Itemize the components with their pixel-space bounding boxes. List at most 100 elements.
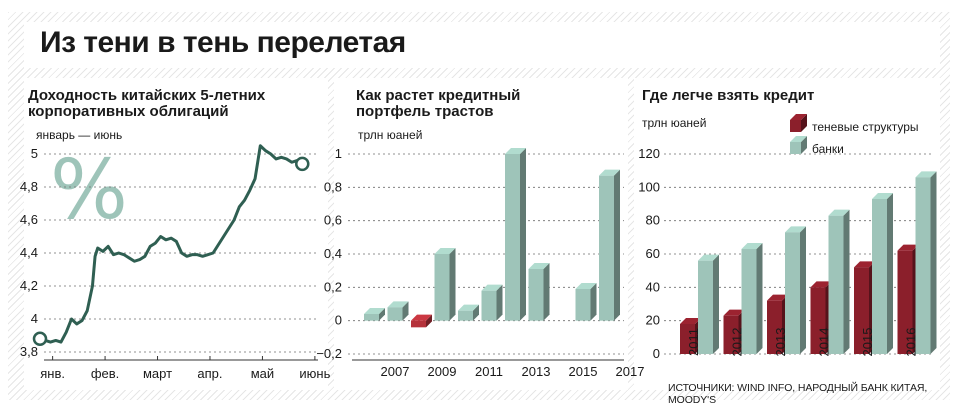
chart2-bar-top xyxy=(575,283,597,289)
chart3-x-tick: 2012 xyxy=(730,328,745,357)
chart2-bar-top xyxy=(458,304,479,311)
chart2-y-tick: 0,8 xyxy=(324,179,342,194)
chart3-y-tick: 40 xyxy=(646,279,660,294)
chart3-bar-shadow xyxy=(897,250,913,354)
chart2-bar xyxy=(481,290,497,321)
chart3-bar-banks xyxy=(785,232,800,354)
chart2-bar xyxy=(575,289,591,321)
chart1-title-line2: корпоративных облигаций xyxy=(28,103,229,120)
chart2-y-tick: 0,2 xyxy=(324,279,342,294)
main-title: Из тени в тень перелетая xyxy=(40,26,406,59)
chart1-x-tick: март xyxy=(143,366,172,381)
chart2-bar-top xyxy=(434,248,456,254)
legend-swatch-shadow-top xyxy=(790,114,807,120)
chart2-bar xyxy=(528,269,544,321)
percent-decoration: % xyxy=(50,143,128,238)
chart2-bar-top xyxy=(505,148,526,154)
chart2-bar xyxy=(505,154,520,321)
chart2-title-line2: портфель трастов xyxy=(356,103,494,120)
chart2-y-tick: 0,6 xyxy=(324,213,342,228)
chart2-bar-top xyxy=(387,301,409,308)
chart3-bar-shadow-top xyxy=(680,318,701,324)
chart2-x-tick: 2013 xyxy=(522,364,551,379)
yield-end-point xyxy=(295,156,310,172)
chart3-bar-banks-side xyxy=(887,193,893,354)
chart3-bar-banks-top xyxy=(872,193,893,199)
chart2-bar-side xyxy=(543,263,550,321)
panel-trusts xyxy=(334,78,628,390)
chart3-x-tick: 2016 xyxy=(904,328,919,357)
chart3-y-tick: 100 xyxy=(638,179,660,194)
chart3-x-tick: 2015 xyxy=(860,328,875,357)
chart3-bar-banks xyxy=(828,215,844,354)
chart1-subtitle: январь — июнь xyxy=(36,128,123,142)
legend-label-shadow: теневые структуры xyxy=(812,120,919,134)
chart2-bar-top xyxy=(599,169,620,176)
yield-start-point xyxy=(32,331,48,347)
chart1-y-tick: 4,2 xyxy=(20,278,38,293)
chart2-ylabel: трлн юаней xyxy=(358,128,423,142)
chart3-bar-banks-top xyxy=(698,254,719,261)
chart3-bar-banks xyxy=(872,199,887,354)
chart2-y-tick: 0 xyxy=(335,313,342,328)
chart3-bar-banks-top xyxy=(785,226,806,233)
chart3-bar-banks-side xyxy=(930,171,937,354)
chart2-x-tick: 2007 xyxy=(381,364,410,379)
chart2-y-tick: 1 xyxy=(335,146,342,161)
chart3-bar-shadow xyxy=(680,324,695,354)
legend-swatch-banks-top xyxy=(790,136,807,142)
chart1-y-tick: 5 xyxy=(31,146,38,161)
chart2-x-tick: 2009 xyxy=(428,364,457,379)
chart3-bar-banks-side xyxy=(713,254,719,354)
chart3-bar-shadow xyxy=(810,287,826,354)
chart1-y-tick: 4 xyxy=(31,311,38,326)
chart2-bar-top xyxy=(481,284,503,291)
yield-line xyxy=(39,144,304,344)
chart2-bar-side xyxy=(590,283,597,321)
chart3-y-tick: 80 xyxy=(646,213,660,228)
chart2-bar xyxy=(387,307,403,321)
chart3-bar-shadow-top xyxy=(897,244,919,251)
legend-swatch-shadow xyxy=(790,120,801,132)
chart2-title: Как растет кредитный портфель трастов xyxy=(356,88,520,120)
chart2-bar-side xyxy=(426,314,432,328)
chart2-x-tick: 2017 xyxy=(616,364,645,379)
chart3-x-tick: 2011 xyxy=(686,328,701,356)
chart2-bar-side xyxy=(614,169,620,321)
chart1-title: Доходность китайских 5-летних корпоратив… xyxy=(28,88,265,120)
chart1-y-tick: 4,8 xyxy=(20,179,38,194)
chart1-y-tick: 4,4 xyxy=(20,245,38,260)
chart2-bar xyxy=(364,314,379,321)
chart2-bar xyxy=(411,320,426,328)
chart3-y-tick: 60 xyxy=(646,246,660,261)
chart3-bar-shadow-top xyxy=(810,281,832,288)
chart3-bar-shadow-top xyxy=(767,294,788,301)
chart2-bar-top xyxy=(411,314,432,321)
chart2-bar-top xyxy=(364,308,385,314)
chart2-bar xyxy=(434,254,450,321)
chart3-bar-banks xyxy=(698,260,713,354)
chart2-bar xyxy=(599,175,614,321)
chart3-bar-banks xyxy=(915,177,931,354)
panel-yield xyxy=(24,78,328,390)
chart3-y-tick: 20 xyxy=(646,313,660,328)
chart3-bar-shadow xyxy=(767,300,782,354)
chart1-x-tick: май xyxy=(251,366,274,381)
chart2-bar-side xyxy=(473,304,479,321)
chart3-bar-banks xyxy=(741,249,757,354)
source-note: ИСТОЧНИКИ: WIND INFO, НАРОДНЫЙ БАНК КИТА… xyxy=(668,382,928,406)
chart3-bar-shadow xyxy=(723,315,739,354)
chart2-x-tick: 2011 xyxy=(475,364,503,379)
chart1-y-tick: 3,8 xyxy=(20,344,38,359)
chart3-x-tick: 2013 xyxy=(773,328,788,357)
chart3-y-tick: 120 xyxy=(638,146,660,161)
chart2-bar-side xyxy=(520,148,526,321)
chart2-bar-side xyxy=(402,301,409,321)
chart3-title: Где легче взять кредит xyxy=(642,88,814,104)
chart2-bar xyxy=(458,310,473,321)
chart2-title-line1: Как растет кредитный xyxy=(356,87,521,104)
chart3-bar-banks-side xyxy=(800,226,806,354)
chart3-y-tick: 0 xyxy=(653,346,660,361)
chart3-title-line1: Где легче взять кредит xyxy=(642,87,815,104)
